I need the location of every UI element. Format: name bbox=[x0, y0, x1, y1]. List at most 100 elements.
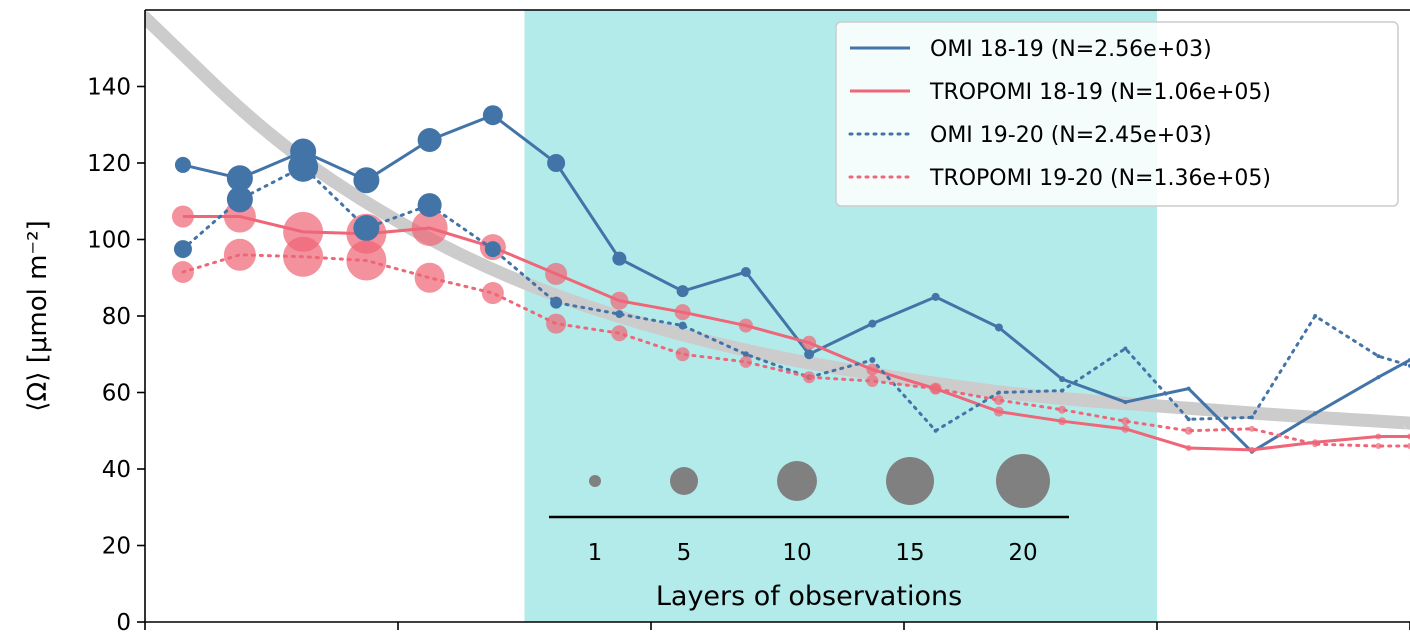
size-legend-marker bbox=[589, 475, 601, 487]
legend: OMI 18-19 (N=2.56e+03) TROPOMI 18-19 (N=1… bbox=[835, 21, 1399, 207]
legend-label: TROPOMI 19-20 (N=1.36e+05) bbox=[929, 166, 1271, 191]
series-1-point bbox=[612, 251, 627, 266]
series-4-point bbox=[611, 325, 628, 342]
series-4-point bbox=[1058, 405, 1067, 414]
series-2-point bbox=[171, 205, 194, 228]
series-1-point bbox=[1313, 411, 1318, 416]
series-3-point bbox=[996, 390, 1001, 395]
legend-label: OMI 18-19 (N=2.56e+03) bbox=[930, 37, 1212, 62]
size-legend-label: 20 bbox=[1008, 540, 1037, 566]
legend-box bbox=[835, 21, 1399, 207]
y-tick-label: 20 bbox=[102, 534, 131, 560]
series-4-point bbox=[223, 238, 256, 271]
series-3-point bbox=[353, 215, 380, 242]
size-legend: Layers of observations 1 5 10 15 20 bbox=[549, 454, 1069, 612]
series-4-point bbox=[283, 236, 324, 277]
y-tick-label: 60 bbox=[102, 381, 131, 407]
series-3-point bbox=[1376, 354, 1381, 359]
fit-curve bbox=[145, 11, 1410, 430]
size-legend-marker bbox=[886, 457, 934, 505]
series-2-point bbox=[802, 335, 817, 350]
size-legend-marker bbox=[996, 454, 1050, 508]
series-3-point bbox=[484, 241, 501, 258]
series-3-point bbox=[550, 296, 563, 309]
series-2-point bbox=[738, 318, 753, 333]
series-2-point bbox=[610, 291, 629, 310]
series-2-point bbox=[1121, 424, 1130, 433]
series-4-point bbox=[1312, 441, 1319, 448]
series-1-point bbox=[676, 285, 689, 298]
series-2-point bbox=[1248, 446, 1255, 453]
series-4 bbox=[171, 236, 1410, 450]
series-3-point bbox=[1060, 388, 1065, 393]
series-2-point bbox=[1185, 444, 1192, 451]
series-4-point bbox=[1121, 417, 1130, 426]
size-legend-title: Layers of observations bbox=[656, 581, 962, 612]
size-legend-marker bbox=[777, 461, 817, 501]
series-line-4 bbox=[181, 253, 1410, 448]
series-1-point bbox=[482, 105, 503, 126]
series-2-point bbox=[1407, 433, 1410, 440]
x-ticks bbox=[144, 622, 1410, 630]
series-3-point bbox=[417, 193, 442, 218]
y-tick-label: 40 bbox=[102, 457, 131, 483]
series-1-point bbox=[547, 154, 566, 172]
series-1-point bbox=[1186, 386, 1191, 391]
size-legend-label: 15 bbox=[895, 540, 924, 566]
series-4-point bbox=[1184, 426, 1193, 435]
series-4-point bbox=[546, 313, 567, 334]
series-3-point bbox=[1123, 346, 1128, 351]
series-3-point bbox=[1313, 314, 1318, 318]
series-1-point bbox=[868, 319, 877, 328]
series-3-point bbox=[933, 428, 938, 433]
series-2-point bbox=[674, 304, 691, 321]
series-1-point bbox=[226, 165, 253, 192]
series-1-point bbox=[740, 267, 751, 278]
series-3-point bbox=[742, 351, 749, 358]
y-tick-label: 140 bbox=[87, 75, 131, 101]
y-tick-label: 0 bbox=[116, 610, 131, 636]
series-2-point bbox=[1058, 417, 1067, 426]
series-1-point bbox=[174, 156, 191, 173]
series-1-point bbox=[1376, 375, 1381, 380]
legend-label: TROPOMI 18-19 (N=1.06e+05) bbox=[929, 80, 1271, 105]
y-axis-label: ⟨Ω⟩ [μmol m⁻²] bbox=[23, 220, 53, 411]
series-4-point bbox=[414, 262, 445, 293]
series-4-point bbox=[930, 383, 941, 394]
series-1-point bbox=[804, 349, 815, 360]
series-3-point bbox=[288, 151, 319, 182]
series-2-point bbox=[545, 262, 568, 285]
series-4-point bbox=[481, 282, 504, 305]
series-2-point bbox=[411, 210, 448, 247]
series-3-point bbox=[869, 356, 876, 363]
y-tick-label: 80 bbox=[102, 304, 131, 330]
series-1-point bbox=[1123, 400, 1128, 405]
series-4-point bbox=[866, 375, 879, 388]
series-2-point bbox=[993, 406, 1004, 417]
series-1-point bbox=[931, 292, 940, 301]
y-tick-label: 100 bbox=[87, 228, 131, 254]
series-3-point bbox=[173, 240, 192, 259]
y-tick-label: 120 bbox=[87, 151, 131, 177]
series-4-point bbox=[803, 371, 816, 384]
size-legend-label: 1 bbox=[588, 540, 603, 566]
series-4-point bbox=[171, 261, 194, 284]
series-3-point bbox=[615, 310, 624, 319]
series-1-point bbox=[1059, 376, 1066, 383]
series-3-point bbox=[226, 186, 253, 213]
series-4-point bbox=[1407, 443, 1410, 450]
y-ticks: 0 20 40 60 80 100 120 140 bbox=[87, 75, 145, 636]
legend-label: OMI 19-20 (N=2.45e+03) bbox=[930, 123, 1212, 148]
series-1-point bbox=[417, 128, 442, 153]
series-3-point bbox=[1186, 417, 1191, 422]
series-3-point bbox=[678, 321, 687, 330]
series-4-point bbox=[993, 395, 1004, 406]
size-legend-label: 5 bbox=[677, 540, 692, 566]
size-legend-label: 10 bbox=[782, 540, 811, 566]
series-2-point bbox=[866, 363, 879, 376]
size-legend-marker bbox=[670, 467, 698, 495]
series-1-point bbox=[994, 323, 1003, 332]
series-4-point bbox=[675, 347, 690, 362]
series-4-point bbox=[346, 240, 387, 281]
